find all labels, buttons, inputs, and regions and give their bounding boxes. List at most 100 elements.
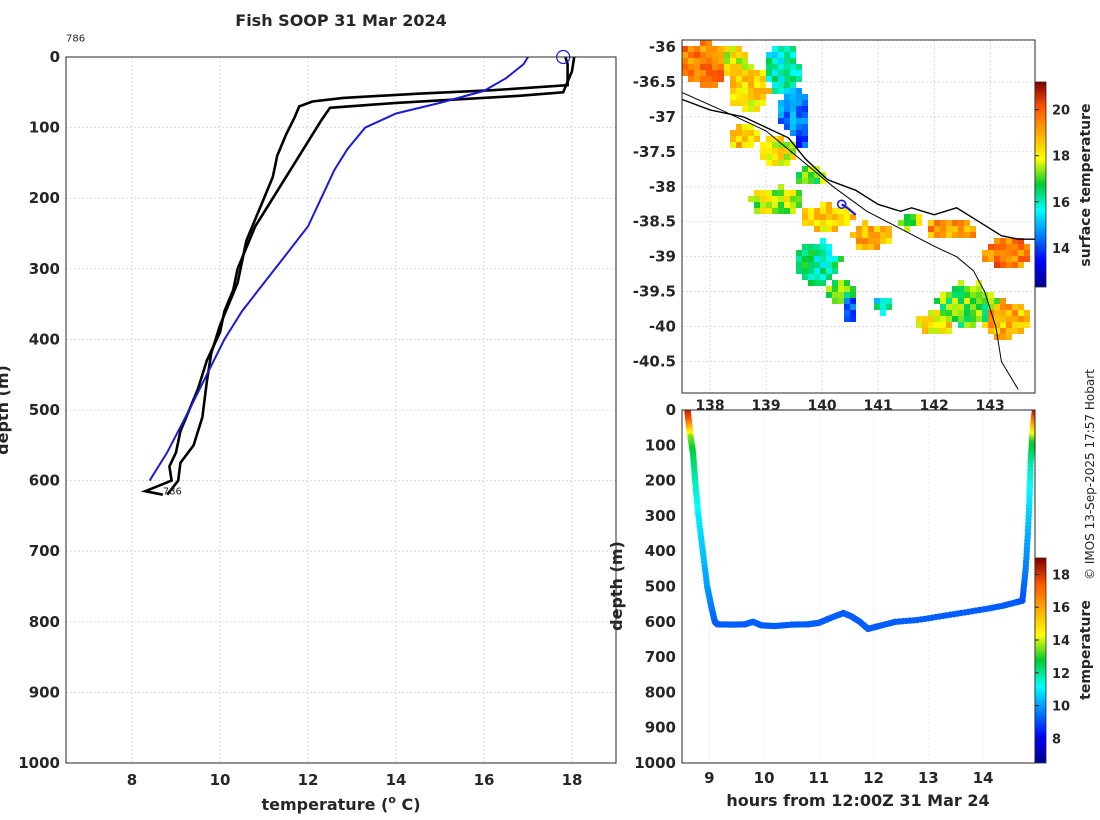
map-sst-cell [826,292,832,298]
map-sst-cell [886,226,892,232]
profile-cast-id-label: 786 [163,487,182,498]
map-sst-cell [988,292,994,298]
map-sst-cell [760,70,766,76]
timeseries-colorbar-tick-label: 16 [1052,601,1070,616]
map-sst-cell [808,178,814,184]
map-sst-cell [988,316,994,322]
map-sst-cell [874,244,880,250]
map-sst-cell [772,76,778,82]
map-sst-cell [688,58,694,64]
map-sst-cell [790,142,796,148]
map-sst-cell [976,310,982,316]
map-sst-cell [820,274,826,280]
map-sst-cell [724,46,730,52]
map-sst-cell [718,70,724,76]
map-sst-cell [772,88,778,94]
map-sst-cell [826,244,832,250]
map-sst-cell [796,76,802,82]
map-sst-cell [808,208,814,214]
map-sst-cell [742,88,748,94]
map-sst-cell [940,322,946,328]
map-sst-cell [826,226,832,232]
map-sst-cell [886,238,892,244]
map-sst-cell [988,298,994,304]
map-sst-cell [886,232,892,238]
map-sst-cell [784,64,790,70]
map-colorbar-ticks: 14 16 18 20 [1035,104,1070,257]
map-sst-cell [688,46,694,52]
map-sst-cell [724,58,730,64]
map-sst-cell [958,286,964,292]
map-sst-cell [994,322,1000,328]
map-sst-cell [808,172,814,178]
map-sst-cell [826,208,832,214]
map-sst-cell [832,268,838,274]
map-sst-cell [832,292,838,298]
profile-y-tick-label: 800 [29,613,60,631]
map-sst-cell [730,88,736,94]
map-sst-cell [796,118,802,124]
map-sst-cell [838,280,844,286]
map-sst-cell [850,232,856,238]
map-sst-cell [796,268,802,274]
map-sst-cell [778,106,784,112]
map-sst-cell [742,124,748,130]
map-sst-cell [706,46,712,52]
map-sst-cell [934,226,940,232]
map-sst-cell [934,316,940,322]
figure-title: Fish SOOP 31 Mar 2024 [235,11,446,30]
map-sst-cell [1024,310,1030,316]
map-sst-cell [796,202,802,208]
profile-ticks: 8 10 12 14 16 18 0 100 200 300 400 500 600 700 800 900 1… [18,48,582,789]
map-sst-cell [874,238,880,244]
map-sst-cell [736,88,742,94]
map-sst-cell [784,208,790,214]
profile-y-tick-label: 1000 [18,754,60,772]
map-sst-cell [820,214,826,220]
map-sst-cell [970,322,976,328]
map-sst-cell [808,262,814,268]
map-sst-cell [976,316,982,322]
map-sst-cell [928,310,934,316]
timeseries-y-tick-label: 500 [645,578,676,596]
map-sst-cell [820,250,826,256]
map-sst-cell [970,232,976,238]
profile-x-tick-label: 18 [562,771,583,789]
map-sst-cell [880,226,886,232]
profile-x-tick-label: 12 [298,771,319,789]
map-sst-cell [796,190,802,196]
map-sst-cell [802,208,808,214]
map-sst-cell [940,292,946,298]
map-sst-cell [760,88,766,94]
map-lat-tick-label: -39.5 [633,283,676,301]
map-sst-cell [988,328,994,334]
map-sst-cell [862,244,868,250]
map-sst-cell [766,136,772,142]
map-sst-cell [682,64,688,70]
map-sst-cell [760,142,766,148]
map-sst-cell [772,154,778,160]
map-sst-cell [778,70,784,76]
map-sst-cell [736,70,742,76]
profile-y-tick-label: 400 [29,330,60,348]
map-sst-cell [970,310,976,316]
map-sst-cell [970,286,976,292]
map-sst-cell [1000,238,1006,244]
map-sst-cell [844,310,850,316]
map-sst-cell [1006,304,1012,310]
map-sst-cell [964,310,970,316]
map-shelf-contour [682,91,1019,390]
map-sst-cell [784,52,790,58]
map-sst-cell [988,256,994,262]
map-sst-cell [778,184,784,190]
map-sst-cell [850,214,856,220]
map-sst-cell [850,304,856,310]
map-sst-cell [868,226,874,232]
map-sst-cell [790,46,796,52]
map-sst-cell [856,232,862,238]
map-sst-cell [748,88,754,94]
map-sst-cell [808,244,814,250]
profile-plot-area [66,57,616,763]
map-sst-cell [772,196,778,202]
map-sst-cell [796,106,802,112]
